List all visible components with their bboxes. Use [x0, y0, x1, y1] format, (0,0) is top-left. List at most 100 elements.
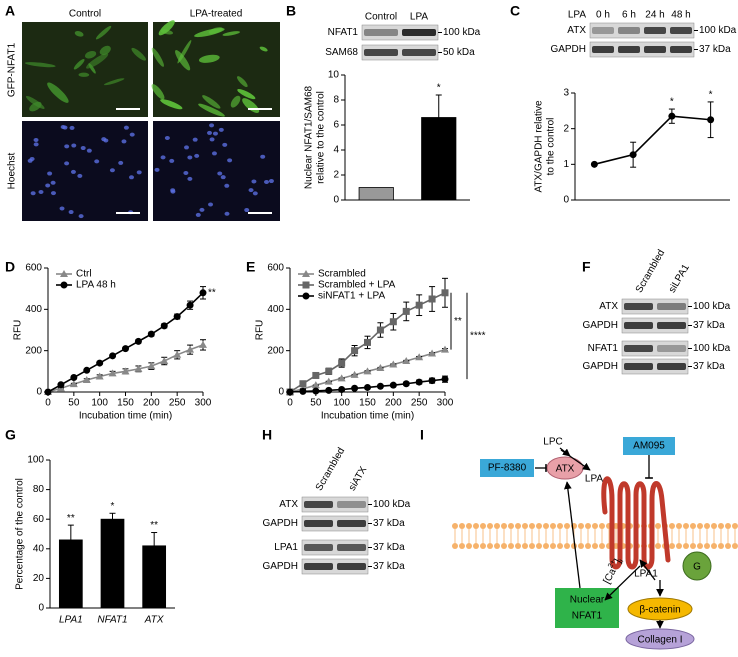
lipid-head	[557, 523, 563, 529]
band	[364, 49, 398, 56]
point	[590, 160, 598, 168]
cell	[160, 29, 173, 35]
point	[173, 350, 182, 358]
y-tick-label: 10	[328, 70, 340, 81]
y-tick-label: 0	[36, 387, 42, 398]
point	[364, 383, 371, 391]
nucleus	[184, 145, 190, 150]
lipid-head	[725, 543, 731, 549]
bar	[58, 539, 83, 609]
cell	[74, 31, 84, 37]
x-tick-label: 250	[169, 398, 186, 409]
point	[428, 377, 436, 385]
cell	[259, 46, 268, 52]
cell	[236, 76, 248, 88]
point	[82, 376, 91, 384]
x-tick-label: ATX	[144, 615, 164, 626]
cell	[24, 62, 56, 68]
cell	[202, 95, 221, 109]
point	[299, 387, 307, 395]
lipid-head	[718, 543, 724, 549]
series-line	[594, 115, 711, 166]
nucleus	[244, 208, 250, 213]
blot-row-label: GAPDH	[262, 518, 298, 529]
point	[402, 357, 411, 364]
lipid-head	[473, 543, 479, 549]
size-marker: 100 kDa	[373, 499, 411, 510]
point	[57, 381, 65, 389]
y-axis-label: ATX/GAPDH relative	[534, 100, 545, 192]
nucleus	[169, 158, 175, 163]
lipid-head	[683, 523, 689, 529]
y-axis-label: Nuclear NFAT1/SAM68	[304, 85, 315, 189]
blot-row-label: LPA1	[274, 542, 298, 553]
lipid-head	[522, 523, 528, 529]
nucleus	[47, 171, 53, 176]
blot-treatment: LPA	[568, 10, 586, 21]
lane-label: 24 h	[645, 10, 664, 21]
nucleus	[64, 144, 70, 149]
lipid-head	[459, 523, 465, 529]
point	[364, 338, 371, 346]
significance: *	[437, 83, 441, 94]
nucleus	[248, 188, 254, 193]
receptor	[601, 476, 671, 570]
lane-label: LPA	[410, 12, 428, 23]
row-label: Hoechst	[7, 152, 18, 189]
band	[644, 27, 666, 34]
nucleus	[224, 183, 230, 188]
g-protein	[682, 551, 712, 581]
lipid-head	[529, 543, 535, 549]
point	[199, 289, 207, 297]
size-marker: 50 kDa	[443, 47, 475, 58]
size-marker: 37 kDa	[693, 320, 725, 331]
lipid-head	[536, 523, 542, 529]
point	[389, 318, 397, 326]
bar	[358, 187, 394, 201]
diagram-label: Nuclear	[570, 595, 605, 606]
point	[147, 362, 156, 370]
point	[108, 369, 117, 377]
nucleus	[187, 155, 193, 160]
arrow	[563, 481, 581, 589]
nucleus	[183, 171, 189, 176]
legend-marker	[302, 292, 310, 300]
y-tick-label: 400	[25, 304, 42, 315]
point	[96, 359, 104, 367]
lipid-head	[711, 523, 717, 529]
lane-label: Scrambled	[314, 446, 347, 493]
x-tick-label: 0	[287, 398, 293, 409]
x-axis-label: Incubation time (min)	[321, 411, 414, 422]
x-tick-label: 200	[385, 398, 402, 409]
y-axis-label: Percentage of the control	[15, 478, 26, 590]
y-tick-label: 4	[333, 145, 339, 156]
cell	[86, 53, 109, 69]
band	[657, 345, 686, 352]
cell	[194, 28, 225, 38]
size-marker: 37 kDa	[693, 361, 725, 372]
band	[644, 46, 666, 53]
blot-row-label: NFAT1	[588, 343, 619, 354]
significance: **	[454, 316, 462, 327]
nucleus	[86, 148, 92, 153]
arrow	[639, 559, 656, 581]
lane-label: siLPA1	[667, 262, 692, 295]
lipid-head	[452, 523, 458, 529]
bar	[100, 518, 125, 609]
column-label: Control	[69, 9, 101, 20]
cell	[151, 84, 165, 100]
band	[304, 563, 333, 570]
lipid-head	[529, 523, 535, 529]
nucleus	[260, 154, 266, 159]
point	[415, 301, 423, 309]
lipid-head	[585, 543, 591, 549]
y-tick-label: 8	[333, 95, 339, 106]
point	[376, 364, 385, 372]
lipid-head	[473, 523, 479, 529]
band	[670, 27, 692, 34]
calcium-part: ]	[612, 557, 623, 565]
y-tick-label: 1	[563, 159, 569, 170]
diagram-label: NFAT1	[572, 611, 603, 622]
band	[364, 29, 398, 36]
blot-row-label: ATX	[599, 301, 618, 312]
